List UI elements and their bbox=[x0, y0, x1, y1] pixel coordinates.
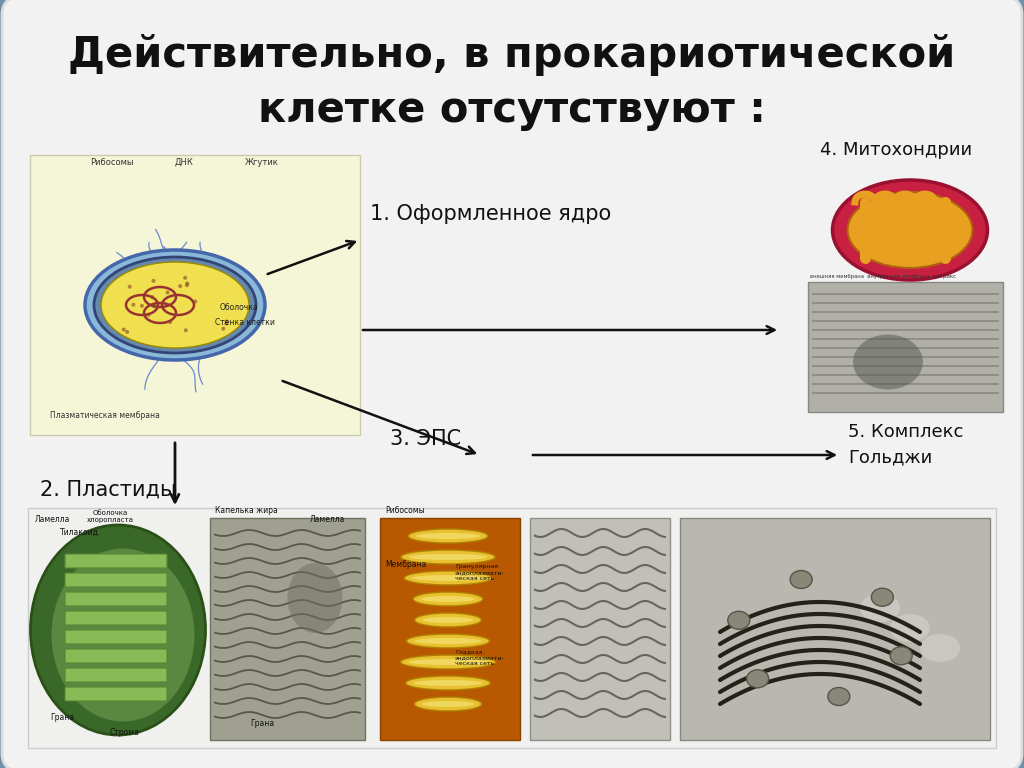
Ellipse shape bbox=[791, 571, 812, 588]
Text: Рибосомы: Рибосомы bbox=[90, 158, 133, 167]
Text: Действительно, в прокариотической: Действительно, в прокариотической bbox=[69, 34, 955, 76]
Ellipse shape bbox=[153, 304, 157, 308]
FancyBboxPatch shape bbox=[65, 611, 167, 625]
Ellipse shape bbox=[414, 680, 482, 686]
Ellipse shape bbox=[94, 257, 256, 353]
Text: Рибосомы: Рибосомы bbox=[385, 506, 425, 515]
Ellipse shape bbox=[860, 594, 900, 622]
Text: Грана: Грана bbox=[50, 713, 74, 722]
Ellipse shape bbox=[183, 276, 187, 280]
Ellipse shape bbox=[409, 554, 487, 560]
Ellipse shape bbox=[421, 596, 475, 602]
FancyBboxPatch shape bbox=[210, 518, 365, 740]
Ellipse shape bbox=[407, 634, 489, 648]
FancyBboxPatch shape bbox=[65, 687, 167, 701]
Ellipse shape bbox=[122, 328, 126, 332]
Ellipse shape bbox=[400, 550, 496, 564]
Ellipse shape bbox=[125, 330, 129, 334]
Ellipse shape bbox=[728, 611, 750, 629]
Ellipse shape bbox=[185, 281, 189, 286]
Text: Гранулярная
эндоплазмати-
ческая сеть: Гранулярная эндоплазмати- ческая сеть bbox=[455, 564, 505, 581]
FancyBboxPatch shape bbox=[30, 155, 360, 435]
Text: 3. ЭПС: 3. ЭПС bbox=[390, 429, 461, 449]
Text: клетке отсутствуют :: клетке отсутствуют : bbox=[258, 89, 766, 131]
Ellipse shape bbox=[409, 659, 487, 665]
Text: ДНК: ДНК bbox=[175, 158, 194, 167]
FancyBboxPatch shape bbox=[65, 649, 167, 663]
Ellipse shape bbox=[412, 575, 484, 581]
Ellipse shape bbox=[416, 533, 480, 539]
Text: Оболочка: Оболочка bbox=[220, 303, 259, 312]
Ellipse shape bbox=[221, 326, 225, 331]
Ellipse shape bbox=[166, 290, 170, 294]
FancyBboxPatch shape bbox=[65, 592, 167, 606]
Ellipse shape bbox=[288, 563, 342, 633]
Ellipse shape bbox=[415, 697, 481, 711]
Text: Плазматическая мембрана: Плазматическая мембрана bbox=[50, 411, 160, 420]
Text: 4. Митохондрии: 4. Митохондрии bbox=[820, 141, 972, 159]
Ellipse shape bbox=[400, 655, 496, 669]
Text: Тилакоид: Тилакоид bbox=[60, 528, 99, 537]
Text: Гладкая
эндоплазмати-
ческая сеть: Гладкая эндоплазмати- ческая сеть bbox=[455, 650, 505, 666]
Text: 1. Оформленное ядро: 1. Оформленное ядро bbox=[370, 204, 611, 224]
Ellipse shape bbox=[920, 634, 961, 662]
FancyBboxPatch shape bbox=[680, 518, 990, 740]
Text: Грана: Грана bbox=[250, 719, 274, 728]
Ellipse shape bbox=[131, 303, 135, 306]
Ellipse shape bbox=[871, 588, 893, 606]
Ellipse shape bbox=[890, 614, 930, 642]
FancyBboxPatch shape bbox=[65, 630, 167, 644]
Ellipse shape bbox=[151, 295, 155, 299]
Text: 5. Комплекс
Гольджи: 5. Комплекс Гольджи bbox=[848, 423, 964, 466]
Ellipse shape bbox=[833, 180, 987, 280]
FancyBboxPatch shape bbox=[65, 554, 167, 568]
Ellipse shape bbox=[415, 638, 481, 644]
Text: Капелька жира: Капелька жира bbox=[215, 506, 278, 515]
Ellipse shape bbox=[140, 304, 144, 308]
Ellipse shape bbox=[422, 701, 474, 707]
Ellipse shape bbox=[224, 319, 228, 323]
Ellipse shape bbox=[183, 328, 187, 333]
Ellipse shape bbox=[848, 192, 973, 268]
Ellipse shape bbox=[890, 647, 912, 665]
Ellipse shape bbox=[406, 676, 490, 690]
Ellipse shape bbox=[404, 571, 492, 585]
Ellipse shape bbox=[168, 320, 172, 324]
FancyBboxPatch shape bbox=[530, 518, 670, 740]
Ellipse shape bbox=[184, 283, 188, 287]
Ellipse shape bbox=[746, 670, 769, 688]
Text: Ламелла: Ламелла bbox=[35, 515, 71, 524]
Text: Стенка клетки: Стенка клетки bbox=[215, 318, 274, 327]
Ellipse shape bbox=[101, 262, 249, 348]
Ellipse shape bbox=[827, 687, 850, 706]
Ellipse shape bbox=[194, 300, 198, 303]
Ellipse shape bbox=[31, 525, 206, 735]
FancyBboxPatch shape bbox=[65, 668, 167, 682]
FancyBboxPatch shape bbox=[28, 508, 996, 748]
Ellipse shape bbox=[224, 322, 228, 326]
Ellipse shape bbox=[146, 313, 151, 316]
Text: Оболочка
хлоропласта: Оболочка хлоропласта bbox=[86, 510, 133, 523]
Ellipse shape bbox=[128, 285, 132, 289]
Text: 2. Пластиды: 2. Пластиды bbox=[40, 480, 176, 500]
FancyBboxPatch shape bbox=[380, 518, 520, 740]
FancyBboxPatch shape bbox=[65, 573, 167, 587]
Ellipse shape bbox=[413, 592, 483, 606]
Ellipse shape bbox=[85, 250, 265, 360]
Text: Мембрана: Мембрана bbox=[385, 560, 426, 569]
Ellipse shape bbox=[50, 548, 196, 723]
Ellipse shape bbox=[423, 617, 473, 623]
Ellipse shape bbox=[408, 529, 488, 543]
Text: Жгутик: Жгутик bbox=[245, 158, 279, 167]
Ellipse shape bbox=[178, 284, 182, 288]
Ellipse shape bbox=[152, 279, 156, 283]
Text: Ламелла: Ламелла bbox=[310, 515, 345, 524]
Text: внешняя мембрана  внутренняя мембрана  матрикс: внешняя мембрана внутренняя мембрана мат… bbox=[810, 274, 956, 279]
FancyBboxPatch shape bbox=[808, 282, 1002, 412]
Ellipse shape bbox=[415, 613, 481, 627]
Ellipse shape bbox=[853, 335, 923, 389]
Text: Строма: Строма bbox=[110, 728, 140, 737]
